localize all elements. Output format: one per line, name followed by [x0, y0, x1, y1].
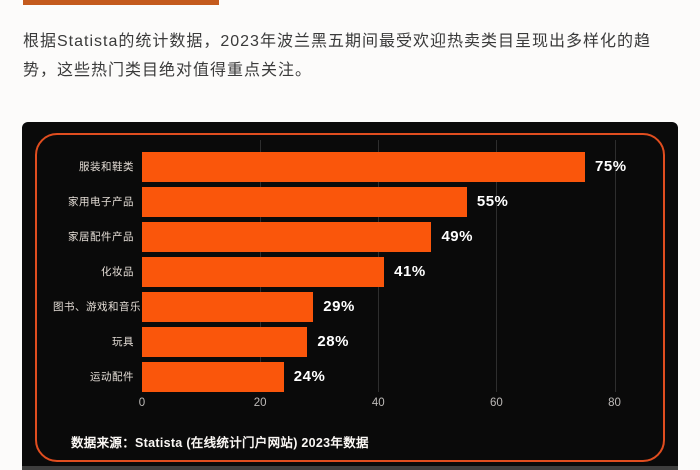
x-tick-label: 0	[138, 397, 146, 409]
chart-row: 家用电子产品 55%	[53, 184, 650, 219]
category-label: 玩具	[112, 336, 134, 348]
chart-row: 化妆品 41%	[53, 254, 650, 289]
section-accent-strip	[23, 0, 219, 5]
chart-row: 图书、游戏和音乐 29%	[53, 289, 650, 324]
x-axis: 0 20 40 60 80	[138, 394, 650, 412]
bar-rows: 服装和鞋类 75% 家用电子产品 55% 家居配件产品 49% 化妆品 41% 图书、游戏和音乐…	[53, 149, 650, 394]
bar-track: 29%	[142, 291, 650, 322]
category-label: 服装和鞋类	[79, 161, 134, 173]
bar-chart: 服装和鞋类 75% 家用电子产品 55% 家居配件产品 49% 化妆品 41% 图书、游戏和音乐…	[53, 140, 650, 412]
value-label: 28%	[317, 333, 349, 350]
bar	[142, 151, 586, 182]
chart-panel: 服装和鞋类 75% 家用电子产品 55% 家居配件产品 49% 化妆品 41% 图书、游戏和音乐…	[22, 122, 678, 470]
x-tick-label: 60	[490, 397, 503, 409]
bar-track: 24%	[142, 361, 650, 392]
bar-track: 41%	[142, 256, 650, 287]
bar	[142, 256, 385, 287]
data-source-note: 数据来源：Statista (在线统计门户网站) 2023年数据	[71, 436, 369, 450]
category-label: 家居配件产品	[68, 231, 134, 243]
category-label: 运动配件	[90, 371, 134, 383]
bar-track: 28%	[142, 326, 650, 357]
intro-paragraph: 根据Statista的统计数据，2023年波兰黑五期间最受欢迎热卖类目呈现出多样…	[23, 33, 651, 79]
x-tick-label: 40	[371, 397, 385, 409]
chart-row: 服装和鞋类 75%	[53, 149, 650, 184]
chart-row: 家居配件产品 49%	[53, 219, 650, 254]
value-label: 29%	[323, 298, 355, 315]
value-label: 55%	[476, 193, 509, 210]
chart-frame-border: 服装和鞋类 75% 家用电子产品 55% 家居配件产品 49% 化妆品 41% 图书、游戏和音乐…	[35, 133, 665, 462]
bar	[142, 326, 308, 357]
bar	[142, 361, 284, 392]
bar-track: 49%	[142, 221, 650, 252]
value-label: 49%	[441, 228, 473, 245]
chart-row: 运动配件 24%	[53, 359, 650, 394]
value-label: 24%	[293, 368, 326, 385]
plot-area: 服装和鞋类 75% 家用电子产品 55% 家居配件产品 49% 化妆品 41% 图书、游戏和音乐…	[53, 140, 650, 394]
category-label: 图书、游戏和音乐	[53, 301, 141, 313]
value-label: 75%	[595, 158, 627, 175]
bar-track: 75%	[142, 151, 650, 182]
bar	[142, 221, 432, 252]
bar	[142, 291, 314, 322]
bar	[142, 186, 467, 217]
x-tick-label: 80	[608, 397, 621, 409]
bar-track: 55%	[142, 186, 650, 217]
panel-bottom-edge	[22, 466, 678, 470]
value-label: 41%	[394, 263, 426, 280]
gridline	[496, 140, 498, 392]
x-tick-label: 20	[253, 397, 267, 409]
category-label: 化妆品	[101, 266, 134, 278]
gridline	[614, 140, 616, 392]
category-label: 家用电子产品	[68, 196, 134, 208]
chart-row: 玩具 28%	[53, 324, 650, 359]
